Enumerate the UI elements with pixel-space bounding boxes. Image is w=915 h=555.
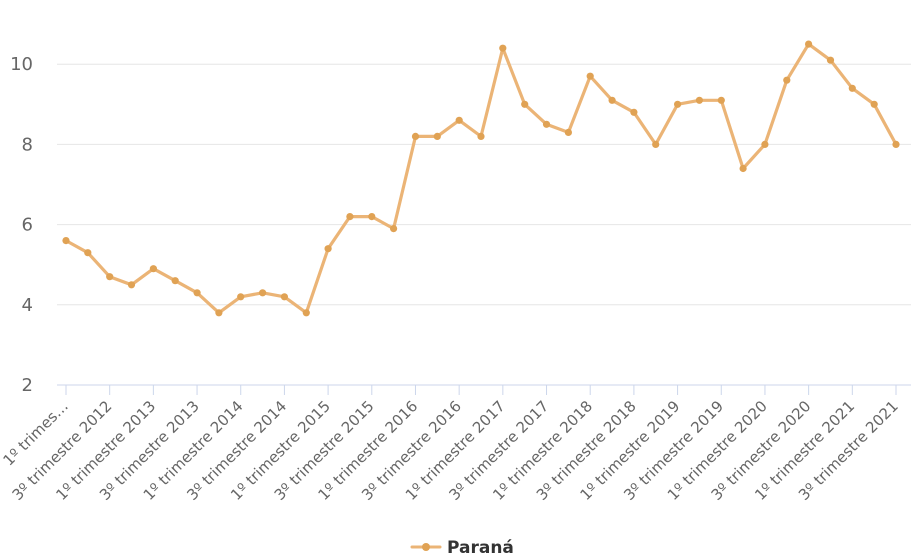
legend-item-parana[interactable]: Paraná (410, 538, 514, 555)
data-point-marker[interactable] (237, 293, 245, 301)
data-point-marker[interactable] (62, 237, 70, 245)
data-point-marker[interactable] (542, 120, 551, 128)
data-point-marker[interactable] (761, 140, 769, 148)
data-point-marker[interactable] (368, 213, 376, 221)
data-point-marker[interactable] (193, 289, 201, 297)
data-point-marker[interactable] (783, 76, 791, 84)
data-point-marker[interactable] (84, 249, 92, 257)
data-point-marker[interactable] (586, 72, 594, 80)
data-point-marker[interactable] (433, 132, 441, 140)
data-point-marker[interactable] (127, 281, 136, 289)
data-point-marker[interactable] (477, 132, 485, 140)
data-point-marker[interactable] (499, 44, 507, 52)
data-point-marker[interactable] (324, 245, 332, 253)
data-point-marker[interactable] (870, 100, 878, 108)
data-point-marker[interactable] (106, 273, 114, 281)
data-point-marker[interactable] (215, 309, 223, 317)
data-point-marker[interactable] (695, 96, 704, 104)
data-point-marker[interactable] (805, 40, 813, 48)
data-point-marker[interactable] (149, 265, 157, 273)
data-point-marker[interactable] (390, 225, 398, 233)
data-point-marker[interactable] (739, 164, 747, 173)
data-point-marker[interactable] (717, 96, 725, 104)
y-axis-label: 4 (22, 295, 33, 316)
data-point-marker[interactable] (280, 293, 288, 301)
data-point-marker[interactable] (826, 56, 835, 64)
legend-marker-icon (422, 543, 430, 551)
data-point-marker[interactable] (608, 96, 616, 104)
data-point-marker[interactable] (848, 84, 856, 92)
y-axis-label: 6 (22, 215, 33, 236)
data-point-marker[interactable] (455, 116, 463, 124)
data-point-marker[interactable] (411, 132, 420, 140)
parana-series-line (64, 42, 898, 315)
data-point-marker[interactable] (564, 128, 573, 136)
legend-label: Paraná (447, 538, 514, 555)
y-axis-label: 8 (22, 134, 33, 155)
data-point-marker[interactable] (652, 140, 660, 148)
y-axis-label: 10 (10, 54, 33, 75)
y-axis-label: 2 (22, 375, 33, 396)
data-point-marker[interactable] (630, 108, 638, 116)
data-point-marker[interactable] (674, 100, 682, 108)
data-point-marker[interactable] (892, 140, 900, 148)
data-point-marker[interactable] (521, 100, 529, 108)
data-point-marker[interactable] (302, 309, 310, 317)
data-point-marker[interactable] (259, 289, 267, 297)
data-point-marker[interactable] (171, 277, 179, 285)
data-point-marker[interactable] (346, 213, 354, 221)
